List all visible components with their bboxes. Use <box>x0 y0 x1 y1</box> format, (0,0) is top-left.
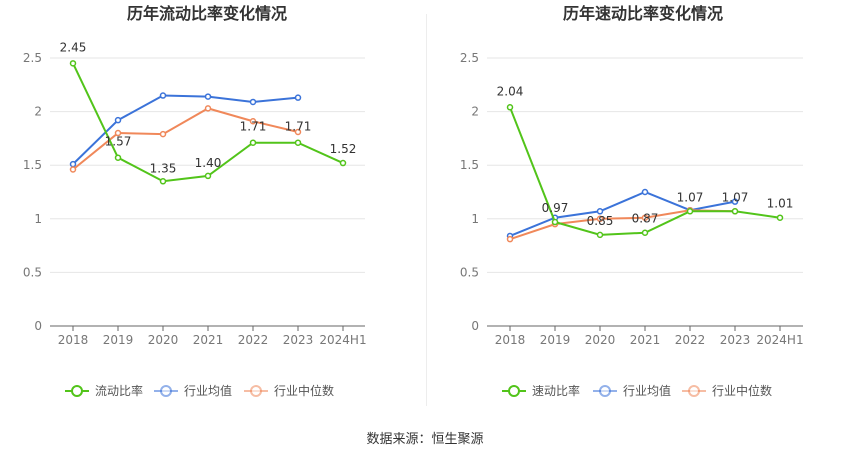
y-tick-label: 0 <box>34 319 42 333</box>
chart-title: 历年速动比率变化情况 <box>563 4 723 23</box>
data-label: 1.71 <box>285 120 312 134</box>
x-tick-label: 2024H1 <box>319 333 366 347</box>
data-point <box>69 60 77 67</box>
x-tick-label: 2023 <box>720 333 751 347</box>
data-label: 1.35 <box>150 161 177 175</box>
y-tick-label: 1 <box>34 212 42 226</box>
data-point <box>641 214 649 221</box>
series-line-1 <box>72 94 299 165</box>
x-tick-label: 2019 <box>540 333 571 347</box>
legend-marker <box>508 385 520 397</box>
data-point <box>641 188 649 196</box>
data-point <box>204 93 212 100</box>
data-point <box>114 129 122 137</box>
data-label: 1.40 <box>195 156 222 170</box>
data-point <box>686 208 694 215</box>
quick-ratio-panel: 历年速动比率变化情况 0 0.5 1 1.5 2 2.5 2018 2019 2020 2021 20… <box>425 0 850 420</box>
data-point <box>159 130 167 138</box>
legend-label: 行业均值 <box>623 383 671 398</box>
series-line-2 <box>72 107 299 171</box>
x-tick-label: 2022 <box>238 333 269 347</box>
data-point <box>249 139 257 146</box>
legend-label: 行业中位数 <box>712 383 772 398</box>
y-tick-label: 2.5 <box>23 51 42 65</box>
legend-marker <box>71 385 83 397</box>
data-label: 1.57 <box>105 135 132 149</box>
data-point <box>69 166 77 173</box>
data-label: 1.07 <box>722 190 749 204</box>
data-point <box>249 117 257 125</box>
legend-marker <box>599 385 611 397</box>
data-label: 0.97 <box>542 201 569 215</box>
x-tick-label: 2018 <box>495 333 526 347</box>
panel-divider <box>426 14 427 406</box>
y-tick-label: 0.5 <box>460 265 479 279</box>
data-point <box>506 235 514 243</box>
data-point <box>596 215 604 223</box>
legend-marker <box>688 385 700 397</box>
data-label: 0.85 <box>587 214 614 228</box>
y-tick-label: 2.5 <box>460 51 479 65</box>
x-tick-label: 2020 <box>148 333 179 347</box>
y-tick-label: 1.5 <box>460 158 479 172</box>
y-tick-label: 1.5 <box>23 158 42 172</box>
chart-title: 历年流动比率变化情况 <box>127 4 287 23</box>
data-point <box>159 92 167 99</box>
data-point <box>204 172 212 180</box>
data-point <box>506 104 514 111</box>
data-point <box>159 178 167 185</box>
data-label: 1.01 <box>767 197 794 211</box>
data-point <box>69 160 77 168</box>
y-tick-label: 2 <box>471 105 479 119</box>
legend-label: 流动比率 <box>95 383 143 398</box>
data-point <box>339 159 347 167</box>
data-label: 2.04 <box>497 84 524 98</box>
data-point <box>294 128 302 136</box>
x-tick-label: 2023 <box>283 333 314 347</box>
y-tick-label: 0 <box>471 319 479 333</box>
data-point <box>731 198 739 205</box>
data-point <box>551 218 559 226</box>
x-tick-label: 2021 <box>193 333 224 347</box>
legend-marker <box>160 385 172 397</box>
legend-label: 行业均值 <box>184 383 232 398</box>
data-label: 1.71 <box>240 120 267 134</box>
current-ratio-panel: 历年流动比率变化情况 0 0.5 1 1.5 2 2.5 2018 2019 2020 2021 20… <box>0 0 425 420</box>
data-source: 数据来源：恒生聚源 <box>366 432 484 447</box>
x-tick-label: 2018 <box>58 333 89 347</box>
data-point <box>249 98 257 106</box>
data-point <box>776 214 784 221</box>
legend-label: 行业中位数 <box>274 383 334 398</box>
quick-ratio-chart: 历年速动比率变化情况 0 0.5 1 1.5 2 2.5 2018 2019 2020 2021 20… <box>460 4 804 398</box>
x-tick-label: 2024H1 <box>756 333 803 347</box>
data-label: 2.45 <box>60 40 87 54</box>
x-tick-label: 2021 <box>630 333 661 347</box>
x-tick-label: 2019 <box>103 333 134 347</box>
legend-marker <box>250 385 262 397</box>
series-line-1 <box>509 190 736 237</box>
legend-label: 速动比率 <box>532 383 580 398</box>
data-label: 1.07 <box>677 190 704 204</box>
data-point <box>114 154 122 161</box>
y-tick-label: 0.5 <box>23 265 42 279</box>
data-point <box>204 105 212 112</box>
data-label: 1.52 <box>330 142 357 156</box>
data-point <box>114 116 122 124</box>
data-point <box>596 231 604 239</box>
x-tick-label: 2022 <box>675 333 706 347</box>
data-point <box>294 139 302 146</box>
data-point <box>641 229 649 236</box>
y-tick-label: 1 <box>471 212 479 226</box>
data-point <box>294 94 302 101</box>
data-point <box>731 208 739 215</box>
y-tick-label: 2 <box>34 105 42 119</box>
data-label: 0.87 <box>632 212 659 226</box>
x-tick-label: 2020 <box>585 333 616 347</box>
data-point <box>596 208 604 215</box>
